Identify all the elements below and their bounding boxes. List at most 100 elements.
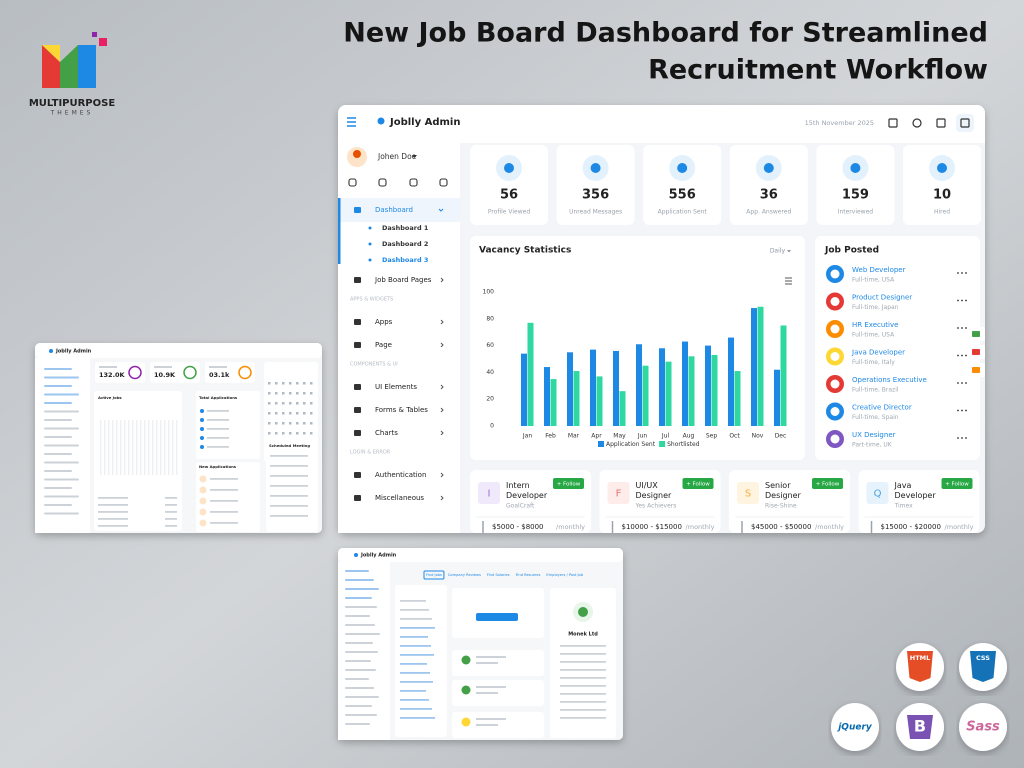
mini-calendar-day xyxy=(310,392,313,395)
mini-company-logo xyxy=(578,607,588,617)
bar xyxy=(567,352,573,426)
mini-app-name: Joblly Admin xyxy=(360,553,397,559)
mini-line xyxy=(476,692,498,694)
x-tick-label: Apr xyxy=(591,433,602,440)
company-logo-inner xyxy=(830,324,840,334)
follow-button[interactable] xyxy=(553,478,584,489)
sidebar-tool xyxy=(439,178,448,187)
company-logo-inner xyxy=(830,407,840,416)
more-dot xyxy=(957,437,959,439)
menu-item: Dashboard xyxy=(375,206,413,214)
job-title: Java Developer xyxy=(851,349,905,357)
opening-letter: Q xyxy=(874,489,882,500)
more-dot xyxy=(965,299,967,302)
tech-label: Sass xyxy=(966,720,1000,735)
menu-chevron xyxy=(440,319,444,325)
follow-label: + Follow xyxy=(816,481,840,487)
brand-sub: THEMES xyxy=(50,110,94,117)
more-dot xyxy=(965,409,967,412)
mini-panel-title: Active Jobs xyxy=(98,395,122,400)
mini-calendar-day xyxy=(275,432,278,435)
job-card-title: Job Posted xyxy=(824,246,879,256)
mini-menu-line xyxy=(44,368,72,370)
mini-tab: Employers / Post Job xyxy=(546,573,583,577)
menu-chevron xyxy=(440,430,444,436)
mini-chart-placeholder xyxy=(132,420,134,475)
bar xyxy=(573,371,580,426)
more-dot xyxy=(961,437,963,439)
mini-line xyxy=(270,475,308,477)
menu-chevron xyxy=(440,495,444,501)
job-title: HR Executive xyxy=(852,321,898,329)
mini-menu-line xyxy=(345,651,378,653)
x-tick-label: Jan xyxy=(522,433,532,440)
mini-line xyxy=(154,366,172,368)
menu-item: UI Elements xyxy=(375,383,417,391)
stat-label: Application Sent xyxy=(658,209,708,216)
follow-button[interactable] xyxy=(812,478,843,489)
mini-line xyxy=(476,662,498,664)
avatar-hair xyxy=(353,150,361,158)
mini-line xyxy=(476,724,498,726)
mini-menu-line xyxy=(345,588,379,590)
follow-button[interactable] xyxy=(941,478,973,489)
menu-chevron xyxy=(440,277,444,283)
mini-line xyxy=(207,419,229,421)
mini-menu-line xyxy=(345,642,373,644)
y-tick-label: 20 xyxy=(486,396,494,403)
menu-chevron xyxy=(438,208,444,212)
mini-calendar-day xyxy=(296,432,299,435)
menu-icon xyxy=(354,407,361,413)
more-dot xyxy=(957,327,959,329)
mini-chart-placeholder xyxy=(172,420,174,475)
mini-chart-placeholder xyxy=(164,420,166,475)
x-tick-label: Feb xyxy=(545,433,556,440)
bar xyxy=(544,367,550,426)
opening-company: Timex xyxy=(894,503,914,510)
mini-calendar-day xyxy=(303,422,306,425)
mini-panel xyxy=(395,585,447,737)
mini-line xyxy=(207,428,229,430)
mini-ring xyxy=(238,365,252,380)
menu-icon xyxy=(354,430,361,436)
mini-chart-placeholder xyxy=(108,420,110,475)
more-dot xyxy=(961,354,963,357)
mini-calendar-day xyxy=(303,382,306,385)
sidebar-tool xyxy=(409,178,418,187)
mini-line xyxy=(400,618,432,620)
opening-period: /monthly xyxy=(815,523,844,531)
menu-icon xyxy=(354,495,361,501)
mini-calendar-day xyxy=(282,402,285,405)
mini-line xyxy=(98,525,128,527)
mini-calendar-day xyxy=(282,412,285,415)
mini-line xyxy=(207,410,229,412)
mini-line xyxy=(210,522,238,524)
tech-badge xyxy=(959,703,1007,751)
stat-label: Profile Viewed xyxy=(488,209,530,216)
stat-value: 159 xyxy=(842,188,869,203)
bar xyxy=(780,325,787,426)
opening-logo xyxy=(737,482,759,504)
mini-company-logo xyxy=(461,717,471,727)
menu-section: LOGIN & ERROR xyxy=(350,450,391,456)
mini-logo xyxy=(354,553,358,557)
opening-salary: $10000 - $15000 xyxy=(622,523,682,531)
stat-icon xyxy=(590,163,601,173)
follow-label: + Follow xyxy=(945,481,969,487)
mini-top-bar xyxy=(338,548,623,562)
mini-chart-placeholder xyxy=(136,420,138,475)
chart-title: Vacancy Statistics xyxy=(479,246,571,256)
caret xyxy=(412,155,417,158)
mini-app-name: Joblly Admin xyxy=(55,349,92,355)
mini-line xyxy=(270,515,308,517)
mini-avatar xyxy=(199,497,207,505)
mini-calendar-day xyxy=(268,412,271,415)
headline: New Job Board Dashboard for Streamlined xyxy=(343,18,988,49)
follow-button[interactable] xyxy=(682,478,714,489)
stat-card xyxy=(556,145,635,225)
mini-menu-line xyxy=(44,487,72,489)
menu-section: COMPONENTS & UI xyxy=(350,362,398,368)
stat-icon xyxy=(504,163,514,173)
menu-chevron xyxy=(440,384,444,390)
